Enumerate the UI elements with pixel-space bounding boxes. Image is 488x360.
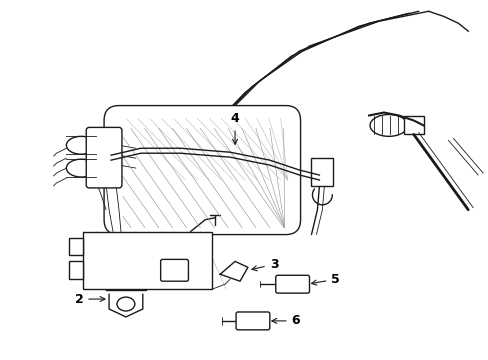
FancyBboxPatch shape	[86, 127, 122, 188]
FancyBboxPatch shape	[69, 238, 83, 255]
Ellipse shape	[117, 297, 135, 311]
FancyBboxPatch shape	[104, 105, 300, 235]
Text: 1: 1	[132, 264, 159, 277]
Ellipse shape	[369, 114, 407, 136]
Polygon shape	[220, 261, 247, 281]
Text: 5: 5	[311, 273, 339, 286]
FancyBboxPatch shape	[275, 275, 309, 293]
Text: 2: 2	[74, 293, 105, 306]
Text: 4: 4	[230, 112, 239, 144]
FancyBboxPatch shape	[236, 312, 269, 330]
FancyBboxPatch shape	[83, 231, 212, 289]
Ellipse shape	[66, 159, 96, 177]
Ellipse shape	[66, 136, 96, 154]
Text: 6: 6	[271, 314, 300, 327]
FancyBboxPatch shape	[69, 261, 83, 279]
FancyBboxPatch shape	[403, 117, 423, 134]
FancyBboxPatch shape	[311, 158, 333, 186]
FancyBboxPatch shape	[161, 260, 188, 281]
Text: 3: 3	[251, 258, 278, 271]
